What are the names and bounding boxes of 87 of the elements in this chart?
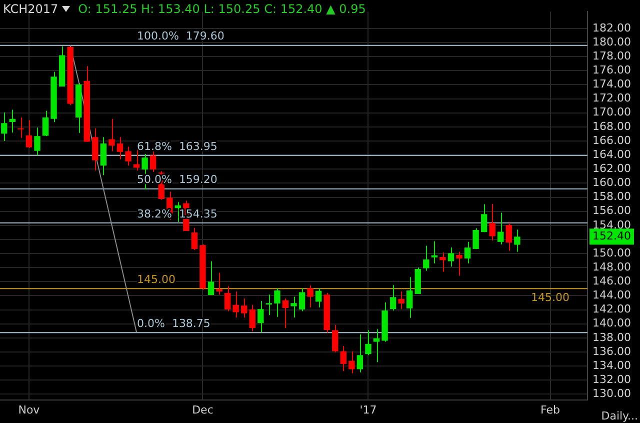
candlestick — [348, 350, 355, 374]
candlestick — [340, 346, 347, 372]
y-tick-label: 138.00 — [592, 330, 632, 344]
candlestick — [224, 286, 231, 312]
candlestick — [307, 285, 314, 308]
ref-line-label: 100.0% 179.60 — [137, 30, 224, 43]
candlestick — [266, 294, 272, 316]
candlestick — [290, 296, 297, 318]
candlestick — [464, 241, 471, 264]
y-tick-label: 130.00 — [592, 387, 632, 400]
text: Daily... — [601, 409, 638, 422]
candlestick — [298, 288, 306, 312]
y-tick-label: 172.00 — [592, 92, 632, 105]
ref-line-label: 0.0% 138.75 — [137, 317, 210, 330]
y-tick-label: 182.00 — [592, 21, 632, 34]
y-tick-label: 150.00 — [592, 246, 632, 260]
candlestick — [282, 298, 289, 329]
candlestick — [456, 251, 462, 276]
candlestick — [398, 291, 404, 310]
candlestick — [150, 150, 156, 172]
candlestick — [440, 252, 446, 272]
candlestick — [423, 245, 430, 272]
candlestick — [489, 203, 496, 242]
candlestick — [191, 227, 198, 251]
y-tick-label: 156.00 — [592, 204, 632, 218]
y-tick-label: 174.00 — [592, 78, 632, 91]
y-tick-label: 148.00 — [592, 260, 632, 274]
y-tick-label: 140.00 — [592, 316, 632, 330]
candlestick — [108, 118, 115, 152]
candlestick — [116, 136, 124, 160]
candlestick — [332, 324, 338, 353]
ref-line-label: 145.00 — [137, 273, 176, 286]
y-tick-label: 142.00 — [592, 302, 632, 316]
y-tick-label: 136.00 — [592, 344, 632, 358]
y-tick-label: 164.00 — [592, 148, 632, 161]
candlestick — [356, 334, 364, 373]
candlestick — [506, 222, 512, 252]
x-tick-label: Nov — [18, 403, 40, 416]
candlestick — [241, 298, 248, 318]
candlestick — [390, 284, 396, 311]
candlestick — [208, 260, 214, 296]
candlestick — [514, 229, 520, 252]
y-tick-label: 170.00 — [592, 106, 632, 119]
candlestick — [1, 112, 8, 142]
candlestick — [315, 288, 322, 308]
candlestick — [125, 146, 132, 166]
candlestick — [42, 110, 49, 137]
candlestick — [431, 240, 438, 264]
candlestick — [373, 328, 380, 363]
candlestick — [9, 109, 16, 134]
chart-title: KCH2017 — [3, 2, 58, 16]
y-tick-label: 178.00 — [592, 49, 632, 62]
y-tick-label: 160.00 — [592, 176, 632, 190]
candlestick — [498, 212, 504, 245]
candlestick — [26, 120, 32, 149]
y-tick-label: 176.00 — [592, 64, 632, 77]
y-tick-label: 154.00 — [592, 218, 632, 232]
candlestick — [232, 291, 239, 318]
candlestick — [448, 247, 454, 268]
y-tick-label: 158.00 — [592, 190, 632, 204]
y-tick-label: 180.00 — [592, 35, 632, 48]
candlestick — [472, 228, 479, 250]
y-tick-label: 134.00 — [592, 358, 632, 372]
candlestick — [249, 304, 256, 332]
candlestick — [406, 276, 413, 318]
y-tick-label: 146.00 — [592, 274, 632, 288]
annotation: 145.00 — [531, 291, 570, 304]
candlestick — [34, 127, 40, 156]
x-tick-label: Dec — [192, 403, 214, 416]
candlestick — [18, 116, 24, 138]
candlestick — [216, 272, 222, 296]
text: 152.40 — [592, 230, 632, 243]
y-tick-label: 132.00 — [592, 372, 632, 386]
candlestick — [274, 288, 280, 318]
y-tick-label: 168.00 — [592, 120, 632, 133]
ref-line-label: 61.8% 163.95 — [137, 140, 218, 153]
candlestick — [480, 204, 488, 233]
candlestick — [258, 300, 264, 333]
y-tick-label: 144.00 — [592, 288, 632, 302]
candlestick — [92, 128, 98, 172]
y-tick-label: 166.00 — [592, 134, 632, 147]
x-tick-label: '17 — [360, 403, 377, 416]
x-tick-label: Feb — [540, 403, 560, 416]
chart-subtitle: O: 151.25 H: 153.40 L: 150.25 C: 152.40 ▲ 0.95 — [78, 2, 366, 16]
candlestick — [100, 136, 107, 176]
y-tick-label: 162.00 — [592, 162, 632, 175]
candlestick — [365, 330, 372, 356]
